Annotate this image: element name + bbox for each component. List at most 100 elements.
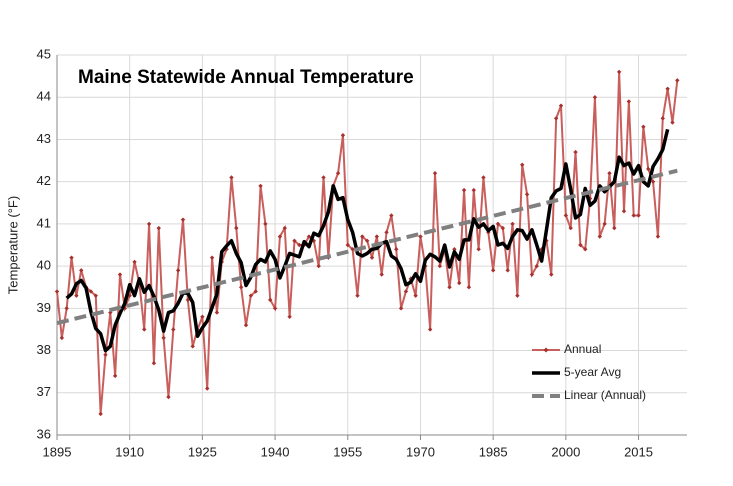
legend-marker: [543, 347, 549, 353]
y-tick-label: 41: [37, 215, 51, 230]
data-point: [234, 225, 239, 231]
x-tick-label: 2000: [551, 444, 580, 459]
y-tick-label: 37: [37, 384, 51, 399]
data-point: [69, 255, 74, 260]
data-point: [524, 192, 530, 197]
chart-title: Maine Statewide Annual Temperature: [78, 67, 414, 88]
data-point: [520, 162, 525, 167]
legend-label: Annual: [564, 342, 601, 356]
data-point: [263, 221, 268, 227]
data-point: [142, 327, 147, 332]
data-point: [461, 187, 467, 193]
y-tick-label: 43: [37, 131, 51, 146]
data-point: [166, 394, 171, 400]
x-tick-label: 1910: [115, 444, 144, 459]
data-point: [413, 293, 418, 298]
data-point: [568, 225, 573, 231]
data-point: [340, 133, 346, 138]
data-point: [205, 386, 210, 391]
data-point: [646, 166, 651, 172]
data-point: [132, 259, 137, 265]
data-point: [364, 238, 370, 243]
data-point: [316, 263, 321, 269]
data-point: [394, 247, 399, 252]
data-point: [59, 335, 65, 341]
data-point: [578, 242, 583, 248]
x-tick-label: 2015: [624, 444, 653, 459]
y-axis-title: Temperature (°F): [5, 196, 20, 294]
data-point: [253, 289, 258, 294]
data-point: [660, 116, 665, 121]
data-point: [607, 171, 612, 176]
data-point: [534, 263, 539, 269]
data-point: [151, 361, 157, 366]
legend-label: Linear (Annual): [564, 388, 646, 402]
y-tick-label: 38: [37, 342, 51, 357]
y-tick-label: 40: [37, 258, 51, 273]
data-point: [529, 272, 535, 277]
x-tick-label: 1955: [333, 444, 362, 459]
data-point: [665, 86, 670, 91]
data-point: [146, 221, 152, 227]
data-point: [229, 175, 234, 180]
data-point: [437, 263, 443, 269]
data-point: [171, 327, 176, 332]
data-point: [515, 293, 520, 298]
data-point: [616, 69, 622, 75]
data-point: [200, 314, 205, 319]
data-point: [631, 213, 636, 218]
data-point: [447, 285, 452, 290]
x-tick-label: 1895: [43, 444, 72, 459]
data-point: [549, 272, 554, 277]
data-point: [272, 306, 278, 311]
data-point: [345, 242, 350, 248]
data-point: [592, 95, 598, 100]
x-tick-label: 1925: [188, 444, 217, 459]
data-point: [583, 247, 588, 252]
data-point: [369, 255, 375, 260]
data-point: [224, 247, 229, 252]
data-point: [670, 120, 675, 125]
data-point: [350, 247, 355, 252]
grid: [56, 54, 687, 440]
data-point: [103, 352, 108, 357]
data-point: [500, 225, 506, 231]
data-point: [335, 171, 341, 176]
data-point: [510, 221, 515, 227]
data-point: [476, 247, 481, 252]
data-point: [490, 268, 496, 273]
data-point: [214, 310, 220, 315]
series-line: [65, 128, 670, 353]
data-point: [209, 255, 215, 260]
data-point: [398, 306, 404, 311]
data-point: [88, 289, 94, 294]
data-point: [539, 247, 544, 252]
data-point: [374, 234, 380, 239]
data-point: [74, 293, 79, 298]
data-point: [384, 230, 389, 235]
data-point: [481, 175, 486, 180]
data-point: [573, 149, 578, 155]
data-point: [471, 187, 476, 193]
data-point: [650, 179, 656, 184]
y-tick-label: 39: [37, 300, 51, 315]
data-point: [558, 103, 564, 108]
data-point: [268, 297, 273, 303]
x-tick-label: 1940: [261, 444, 290, 459]
x-tick-label: 1970: [406, 444, 435, 459]
data-point: [248, 293, 254, 298]
data-point: [360, 234, 365, 239]
data-point: [292, 238, 297, 243]
data-point: [432, 171, 438, 176]
data-point: [180, 217, 186, 222]
data-point: [161, 335, 166, 341]
data-point: [452, 247, 457, 252]
data-point: [602, 221, 607, 227]
data-point: [505, 268, 510, 273]
data-point: [258, 183, 263, 189]
legend-label: 5-year Avg: [564, 365, 621, 379]
data-point: [466, 285, 472, 290]
data-point: [287, 314, 292, 319]
y-tick-label: 36: [37, 426, 51, 441]
